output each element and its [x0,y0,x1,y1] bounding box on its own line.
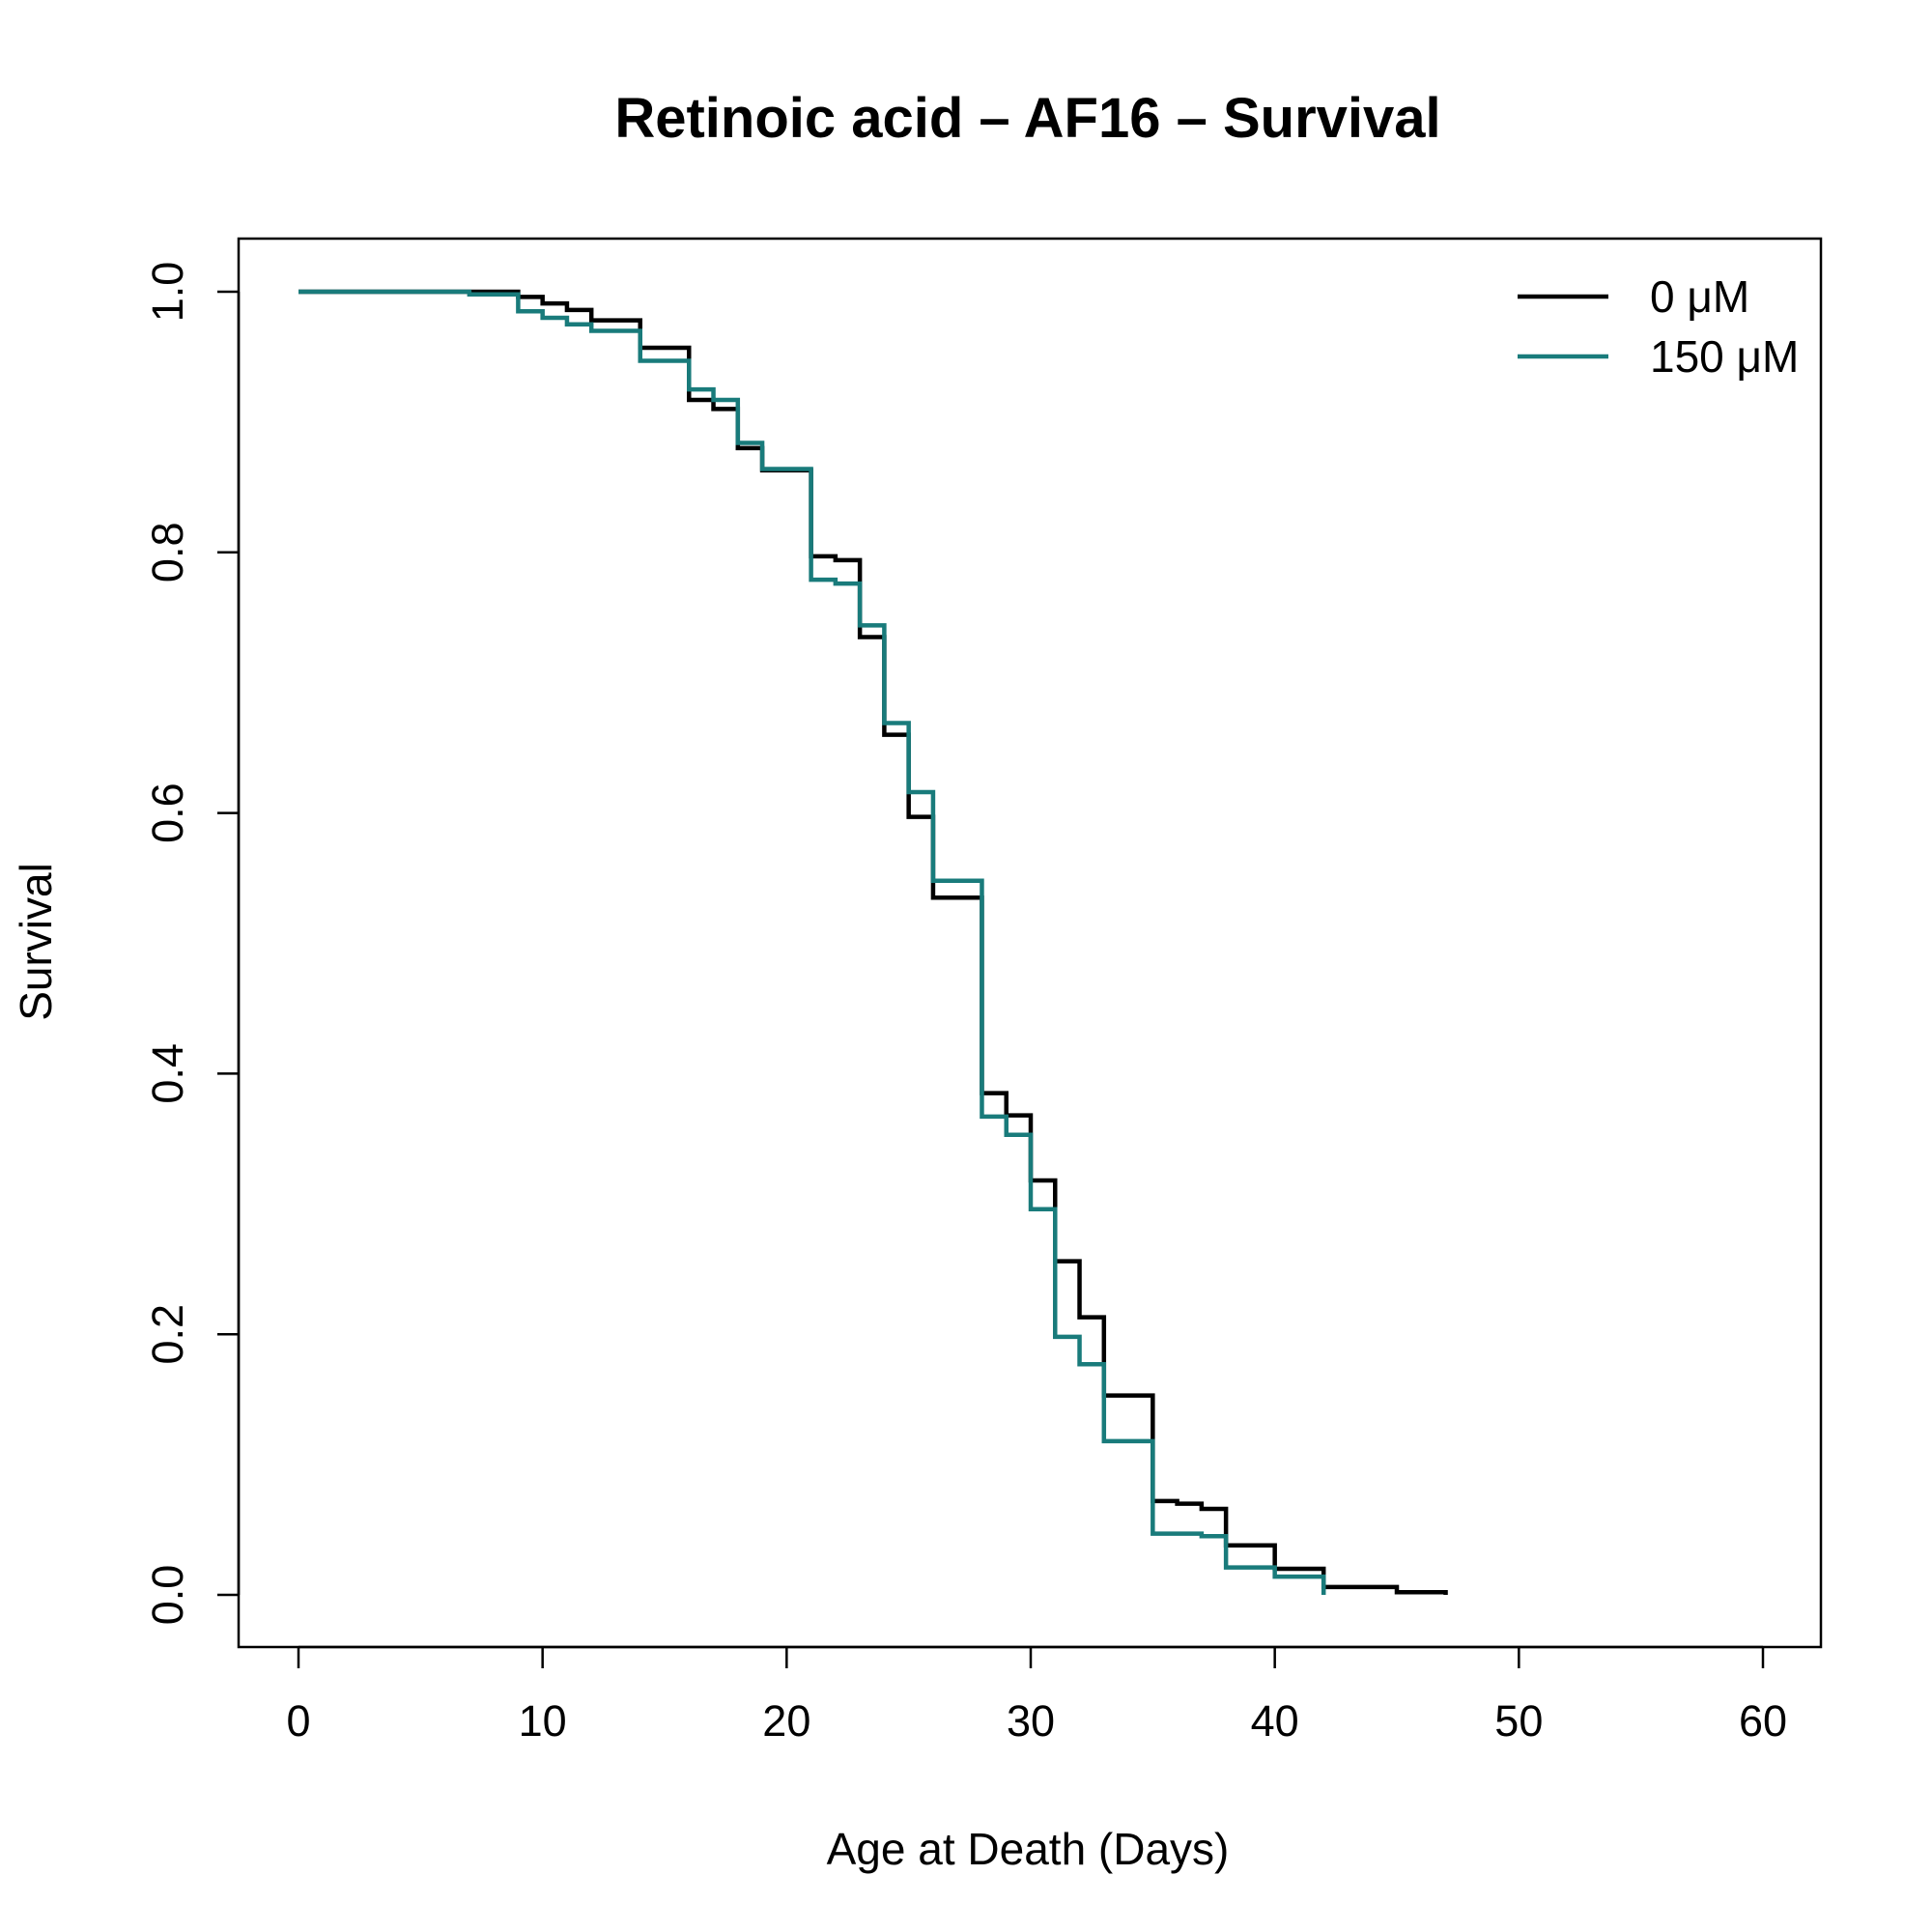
x-tick-label: 30 [1007,1696,1055,1746]
plot-frame [237,237,1823,1649]
chart-title: Retinoic acid – AF16 – Survival [614,87,1440,150]
series-line-treated [298,289,1326,1595]
y-axis-label: Survival [11,863,61,1021]
y-tick-label: 0.4 [143,1043,192,1104]
x-tick-label: 40 [1251,1696,1299,1746]
x-tick-label: 10 [519,1696,567,1746]
y-tick-label: 0.0 [143,1565,192,1626]
y-tick-label: 0.6 [143,782,192,843]
x-tick-label: 50 [1494,1696,1543,1746]
legend: 0 μM 150 μM [1518,271,1799,382]
y-tick-label: 0.2 [143,1304,192,1365]
y-tick-label: 0.8 [143,523,192,583]
x-tick-label: 20 [762,1696,810,1746]
x-tick-label: 60 [1739,1696,1787,1746]
series-line-control [298,289,1448,1595]
x-tick-label: 0 [286,1696,310,1746]
y-tick-label: 1.0 [143,262,192,323]
x-axis-label: Age at Death (Days) [827,1824,1230,1874]
legend-label: 150 μM [1650,331,1799,382]
legend-label: 0 μM [1650,271,1749,322]
